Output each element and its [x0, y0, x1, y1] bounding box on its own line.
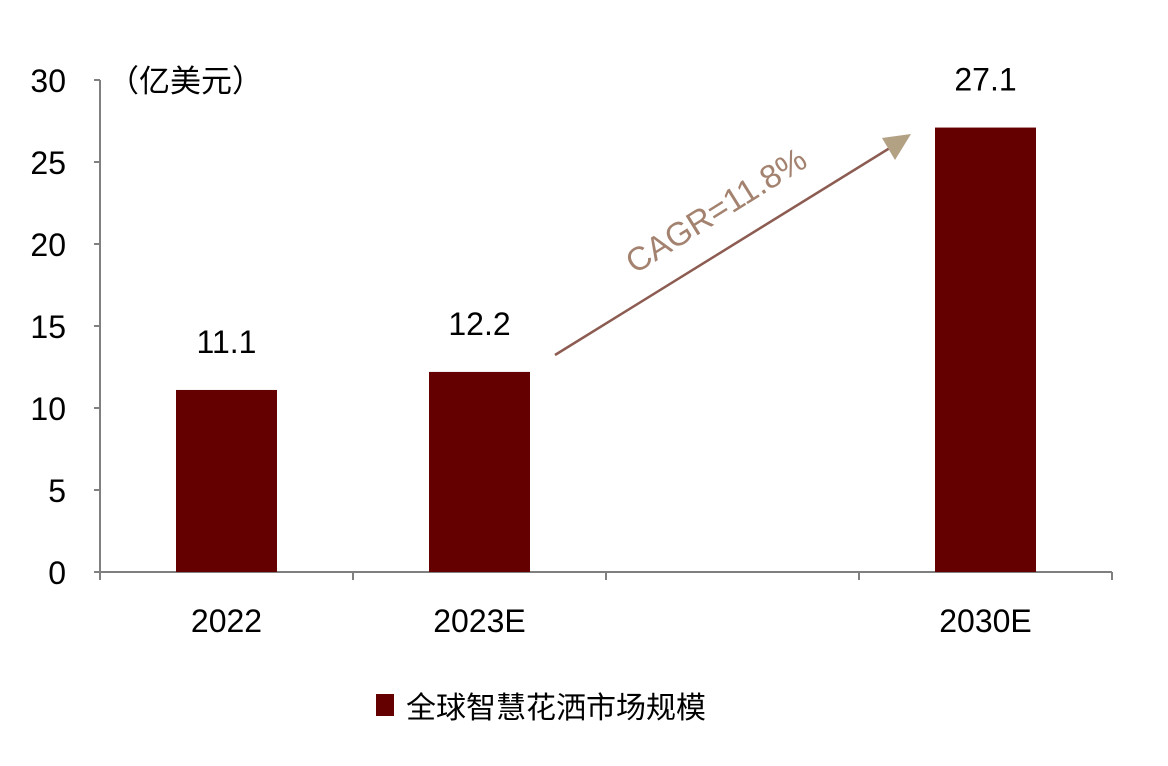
- data-label: 11.1: [197, 324, 257, 360]
- y-tick-label: 5: [48, 473, 66, 509]
- unit-label: （亿美元）: [108, 64, 263, 99]
- y-tick-label: 10: [30, 391, 66, 427]
- legend-label: 全球智慧花洒市场规模: [406, 692, 706, 725]
- y-tick-label: 30: [30, 63, 66, 99]
- cagr-annotation: CAGR=11.8%: [619, 140, 813, 280]
- bar-2023E: [429, 371, 530, 572]
- data-label: 27.1: [954, 62, 1016, 98]
- x-tick-label: 2023E: [433, 603, 526, 639]
- cagr-arrow-head: [882, 134, 911, 160]
- data-label: 12.2: [448, 306, 510, 342]
- bar-2022: [176, 389, 277, 572]
- x-tick-label: 2030E: [939, 603, 1032, 639]
- cagr-arrow-line: [554, 144, 894, 357]
- y-tick-label: 25: [30, 145, 66, 181]
- bar-2030E: [935, 127, 1036, 572]
- legend-swatch: [376, 694, 394, 716]
- y-tick-label: 15: [30, 309, 66, 345]
- x-tick-label: 2022: [191, 603, 262, 639]
- y-tick-label: 0: [48, 555, 66, 591]
- y-tick-label: 20: [30, 227, 66, 263]
